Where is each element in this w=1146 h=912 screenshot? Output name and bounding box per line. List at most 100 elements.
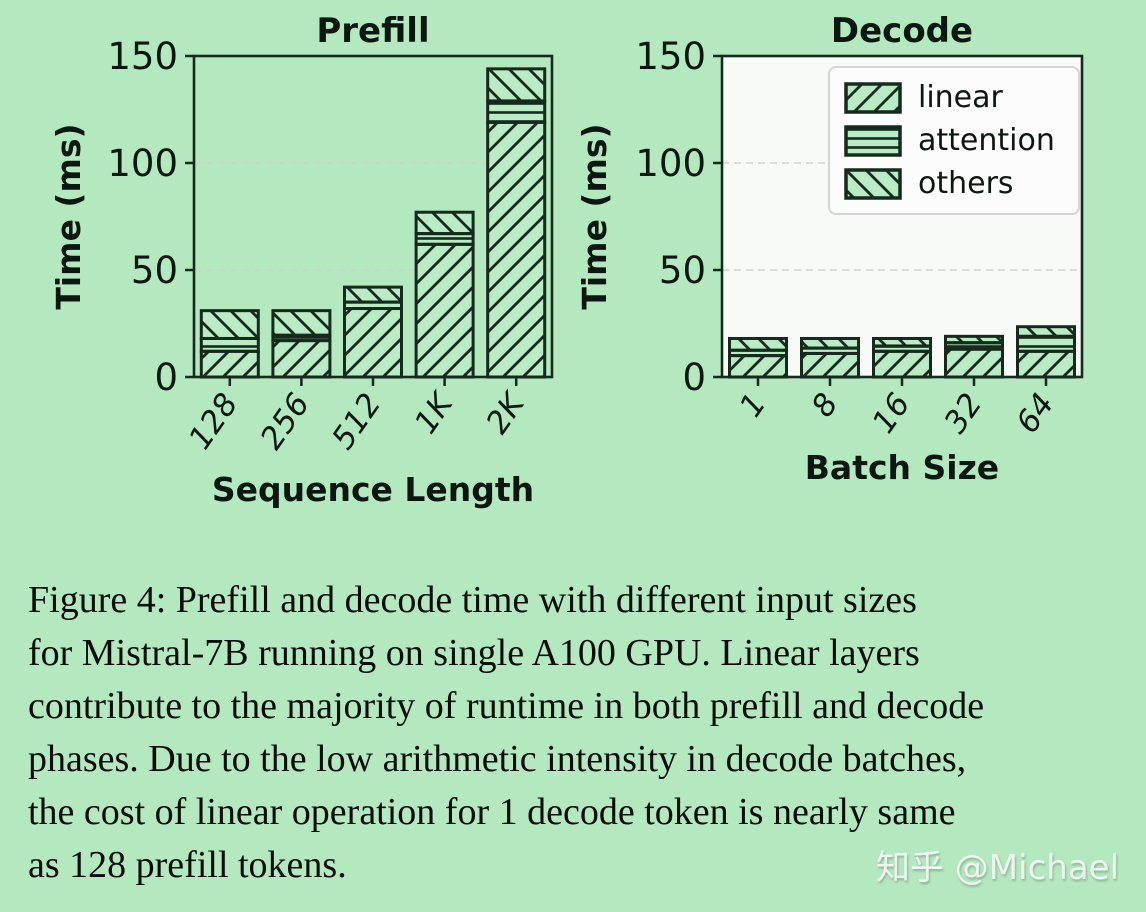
y-tick-label: 50 bbox=[659, 249, 706, 292]
plot-frame bbox=[192, 54, 554, 379]
x-tick-label: 512 bbox=[325, 387, 388, 456]
others-swatch-icon bbox=[844, 167, 902, 200]
legend-label: attention bbox=[918, 123, 1055, 158]
segment-linear bbox=[201, 351, 259, 377]
x-tick-label: 32 bbox=[937, 387, 989, 440]
bar-1K bbox=[414, 210, 475, 379]
segment-linear bbox=[873, 351, 931, 377]
chart-title: Prefill bbox=[316, 11, 429, 51]
caption-line: the cost of linear operation for 1 decod… bbox=[28, 791, 956, 833]
x-tick-label: 1 bbox=[733, 387, 774, 424]
figure-caption: Figure 4: Prefill and decode time with d… bbox=[28, 574, 1122, 892]
prefill-chart: 128 256 512 1K 2K 0 50 100 150 Prefill Time (ms) Se… bbox=[49, 11, 554, 509]
segment-attention-edge bbox=[1016, 334, 1076, 353]
segment-linear-edge bbox=[944, 347, 1004, 379]
caption-line: Figure 4: Prefill and decode time with d… bbox=[28, 579, 917, 621]
caption-line: as 128 prefill tokens. bbox=[28, 844, 347, 886]
segment-linear-edge bbox=[728, 354, 788, 379]
segment-attention bbox=[272, 335, 330, 341]
y-tick-label: 150 bbox=[107, 35, 178, 78]
caption-line: for Mistral-7B running on single A100 GP… bbox=[28, 632, 920, 674]
plot-frame bbox=[720, 54, 1084, 379]
y-tick-label: 100 bbox=[107, 142, 178, 185]
segment-linear-edge bbox=[872, 349, 932, 379]
segment-linear-edge bbox=[343, 307, 403, 379]
x-tick-label: 16 bbox=[865, 387, 917, 440]
x-tick-label: 8 bbox=[805, 387, 846, 424]
chart-title: Decode bbox=[831, 11, 973, 51]
segment-linear-edge bbox=[271, 339, 332, 379]
bar-32 bbox=[944, 334, 1004, 379]
bar-2K bbox=[486, 67, 547, 379]
segment-others-edge bbox=[728, 336, 788, 352]
legend-item-attention: attention bbox=[844, 123, 1064, 158]
segment-linear bbox=[416, 244, 474, 377]
segment-others-edge bbox=[414, 210, 475, 236]
y-tick-label: 50 bbox=[131, 249, 178, 292]
segment-attention bbox=[801, 348, 859, 354]
segment-linear bbox=[945, 349, 1003, 377]
segment-linear bbox=[1017, 351, 1075, 377]
legend-label: others bbox=[918, 166, 1014, 201]
x-tick-label: 128 bbox=[182, 387, 245, 456]
legend-label: linear bbox=[918, 80, 1003, 115]
segment-others bbox=[201, 310, 259, 339]
segment-others-edge bbox=[343, 285, 403, 304]
segment-attention-edge bbox=[414, 232, 475, 246]
segment-attention bbox=[416, 233, 474, 245]
bar-128 bbox=[199, 309, 260, 379]
x-tick-label: 64 bbox=[1009, 387, 1061, 440]
segment-others bbox=[801, 338, 859, 349]
x-axis-label: Batch Size bbox=[805, 448, 999, 487]
bar-16 bbox=[872, 336, 932, 379]
x-tick-label: 256 bbox=[254, 387, 317, 456]
segment-attention bbox=[729, 350, 787, 356]
y-tick-label: 100 bbox=[635, 142, 706, 185]
segment-others bbox=[416, 212, 474, 234]
legend: linear attention others bbox=[828, 66, 1080, 215]
segment-others-edge bbox=[800, 336, 860, 350]
segment-linear-edge bbox=[199, 349, 260, 379]
bar-8 bbox=[800, 336, 860, 379]
segment-attention bbox=[487, 100, 545, 123]
segment-linear bbox=[487, 122, 545, 377]
segment-linear bbox=[729, 355, 787, 377]
y-tick-label: 0 bbox=[154, 356, 178, 399]
segment-linear-edge bbox=[1016, 349, 1076, 379]
segment-linear bbox=[801, 353, 859, 377]
x-tick-label: 2K bbox=[479, 385, 533, 441]
segment-others bbox=[873, 338, 931, 346]
legend-item-linear: linear bbox=[844, 80, 1064, 115]
segment-attention bbox=[1017, 336, 1075, 352]
segment-others-edge bbox=[271, 309, 332, 337]
segment-attention bbox=[945, 342, 1003, 350]
segment-others-edge bbox=[486, 67, 547, 103]
segment-attention bbox=[201, 338, 259, 352]
watermark: 知乎 @Michael bbox=[876, 848, 1120, 888]
bar-1 bbox=[728, 336, 788, 379]
bar-512 bbox=[343, 285, 403, 379]
decode-chart: 1 8 16 32 64 0 50 100 150 Decode Time (ms) Batch Si… bbox=[575, 11, 1084, 487]
caption-line: contribute to the majority of runtime in… bbox=[28, 685, 985, 727]
y-axis-label: Time (ms) bbox=[575, 123, 614, 309]
segment-attention-edge bbox=[199, 336, 260, 353]
segment-others bbox=[1017, 326, 1075, 337]
segment-others bbox=[487, 68, 545, 101]
segment-others bbox=[729, 338, 787, 351]
segment-others-edge bbox=[944, 334, 1004, 345]
segment-others bbox=[344, 287, 402, 303]
y-tick-label: 0 bbox=[682, 356, 706, 399]
x-axis-label: Sequence Length bbox=[212, 470, 534, 509]
y-axis-label: Time (ms) bbox=[49, 123, 88, 309]
legend-item-others: others bbox=[844, 166, 1064, 201]
y-tick-label: 150 bbox=[635, 35, 706, 78]
x-tick-label: 1K bbox=[408, 385, 462, 441]
segment-others-edge bbox=[872, 336, 932, 348]
segment-linear-edge bbox=[414, 242, 475, 379]
segment-others-edge bbox=[1016, 325, 1076, 338]
segment-linear bbox=[344, 308, 402, 377]
segment-others bbox=[272, 310, 330, 336]
segment-others-edge bbox=[199, 309, 260, 340]
